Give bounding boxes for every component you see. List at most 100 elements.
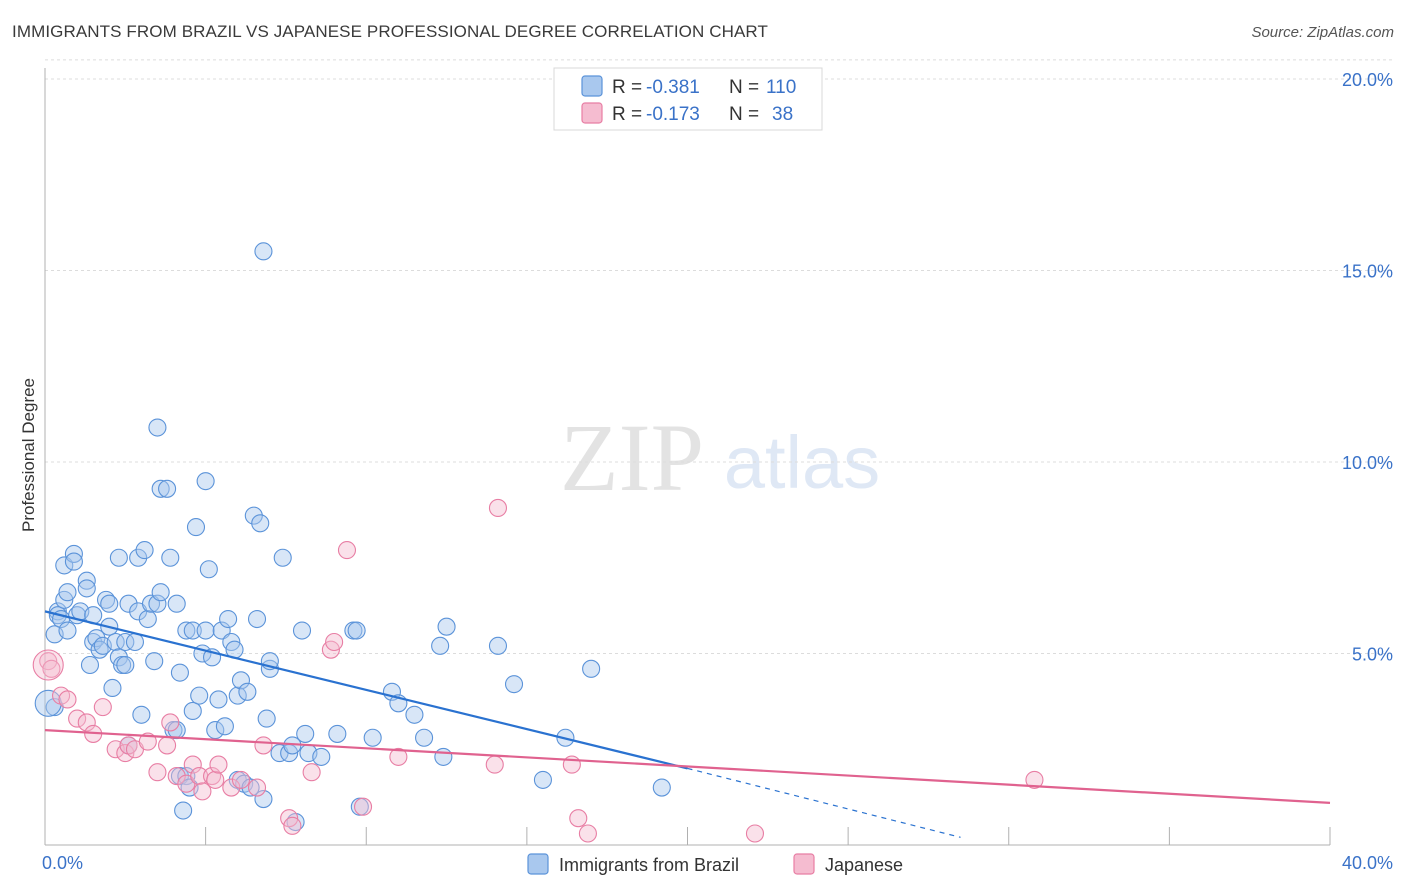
y-tick-label: 5.0% (1352, 645, 1393, 665)
data-point-japanese (488, 498, 508, 518)
legend-series: Immigrants from Brazil Japanese (527, 853, 903, 875)
data-point-brazil (58, 621, 77, 640)
legend-r-label-japanese: R = (612, 104, 642, 125)
legend-swatch-japanese (581, 102, 603, 124)
data-point-japanese (167, 767, 186, 786)
data-point-brazil (228, 686, 247, 705)
x-tick-label-min: 0.0% (42, 853, 83, 873)
legend-bottom-swatch-japanese (793, 853, 815, 875)
data-point-japanese (325, 632, 344, 652)
data-point-brazil (190, 686, 209, 705)
legend-n-value-japanese: 38 (772, 104, 793, 125)
gridlines (45, 59, 1393, 654)
data-point-brazil (109, 548, 128, 567)
data-point-japanese (148, 763, 167, 782)
data-point-brazil (533, 770, 552, 789)
data-point-brazil (145, 652, 164, 671)
data-point-brazil (183, 621, 202, 640)
data-point-brazil (273, 548, 292, 567)
data-point-brazil (125, 632, 144, 652)
data-point-japanese (138, 732, 157, 751)
watermark-zip: ZIP (560, 404, 704, 511)
data-point-brazil (167, 594, 186, 613)
data-point-brazil (247, 609, 267, 629)
legend-n-label-brazil: N = (729, 77, 759, 98)
data-point-brazil (34, 689, 62, 717)
data-point-japanese (389, 747, 408, 766)
data-point-brazil (161, 548, 180, 567)
data-point-brazil (77, 579, 96, 598)
data-point-brazil (431, 636, 450, 655)
data-point-brazil (199, 560, 218, 579)
data-point-japanese (161, 713, 180, 732)
data-point-brazil (219, 609, 238, 629)
x-tick-labels: 0.0% 40.0% (42, 853, 1393, 873)
data-point-brazil (177, 621, 196, 640)
data-point-japanese (158, 736, 177, 755)
data-point-brazil (215, 717, 234, 736)
y-tick-label: 10.0% (1342, 453, 1393, 473)
data-point-japanese (222, 778, 241, 797)
data-point-brazil (151, 479, 170, 498)
data-point-brazil (116, 655, 135, 675)
data-point-brazil (405, 705, 424, 724)
x-tick-label-max: 40.0% (1342, 853, 1393, 873)
data-point-brazil (504, 675, 524, 694)
data-point-brazil (183, 701, 202, 721)
data-point-brazil (347, 621, 366, 640)
x-tick-marks (44, 827, 1331, 845)
data-point-brazil (148, 418, 167, 437)
data-point-brazil (292, 621, 312, 640)
data-point-brazil (103, 678, 122, 698)
data-point-brazil (582, 659, 601, 678)
series-japanese-points (32, 498, 1044, 843)
data-point-japanese (302, 763, 321, 782)
data-point-brazil (87, 629, 106, 648)
watermark: ZIP atlas (560, 404, 880, 511)
legend-bottom-label-japanese: Japanese (825, 855, 903, 875)
data-point-japanese (745, 824, 765, 843)
data-point-japanese (1025, 770, 1044, 789)
y-tick-labels: 5.0% 10.0% 15.0% 20.0% (1342, 70, 1393, 665)
data-point-japanese (193, 782, 212, 801)
trend-line-brazil (44, 610, 688, 770)
data-point-japanese (485, 755, 504, 774)
data-point-brazil (254, 789, 273, 809)
data-point-brazil (209, 690, 228, 709)
data-point-brazil (77, 571, 96, 590)
data-point-brazil (80, 655, 100, 675)
legend-r-value-brazil: -0.381 (646, 77, 700, 98)
data-point-japanese (254, 736, 273, 755)
y-tick-label: 20.0% (1342, 70, 1393, 90)
data-point-brazil (238, 682, 257, 701)
data-point-japanese (68, 709, 87, 728)
data-point-brazil (328, 724, 347, 743)
trend-lines (44, 610, 1331, 838)
data-point-japanese (247, 778, 267, 797)
data-point-brazil (64, 552, 83, 571)
source-label: Source: ZipAtlas.com (1251, 24, 1394, 41)
data-point-brazil (231, 671, 251, 690)
data-point-brazil (138, 609, 157, 629)
data-point-japanese (42, 659, 61, 678)
data-point-brazil (196, 472, 215, 491)
legend-swatch-brazil (581, 75, 603, 97)
data-point-brazil (434, 747, 453, 766)
data-point-brazil (244, 506, 263, 525)
data-point-japanese (209, 755, 228, 774)
data-point-brazil (196, 621, 215, 640)
legend-n-value-brazil: 110 (766, 77, 796, 98)
data-point-japanese (206, 770, 225, 789)
data-point-japanese (578, 824, 597, 843)
data-point-brazil (100, 594, 119, 613)
data-point-brazil (363, 728, 382, 747)
legend-bottom-swatch-brazil (527, 853, 549, 875)
data-point-brazil (58, 583, 77, 602)
data-point-brazil (177, 767, 196, 786)
data-point-brazil (64, 544, 83, 563)
data-point-japanese (183, 755, 202, 774)
data-point-japanese (569, 809, 588, 828)
data-point-brazil (296, 724, 315, 743)
data-point-brazil (257, 709, 276, 728)
